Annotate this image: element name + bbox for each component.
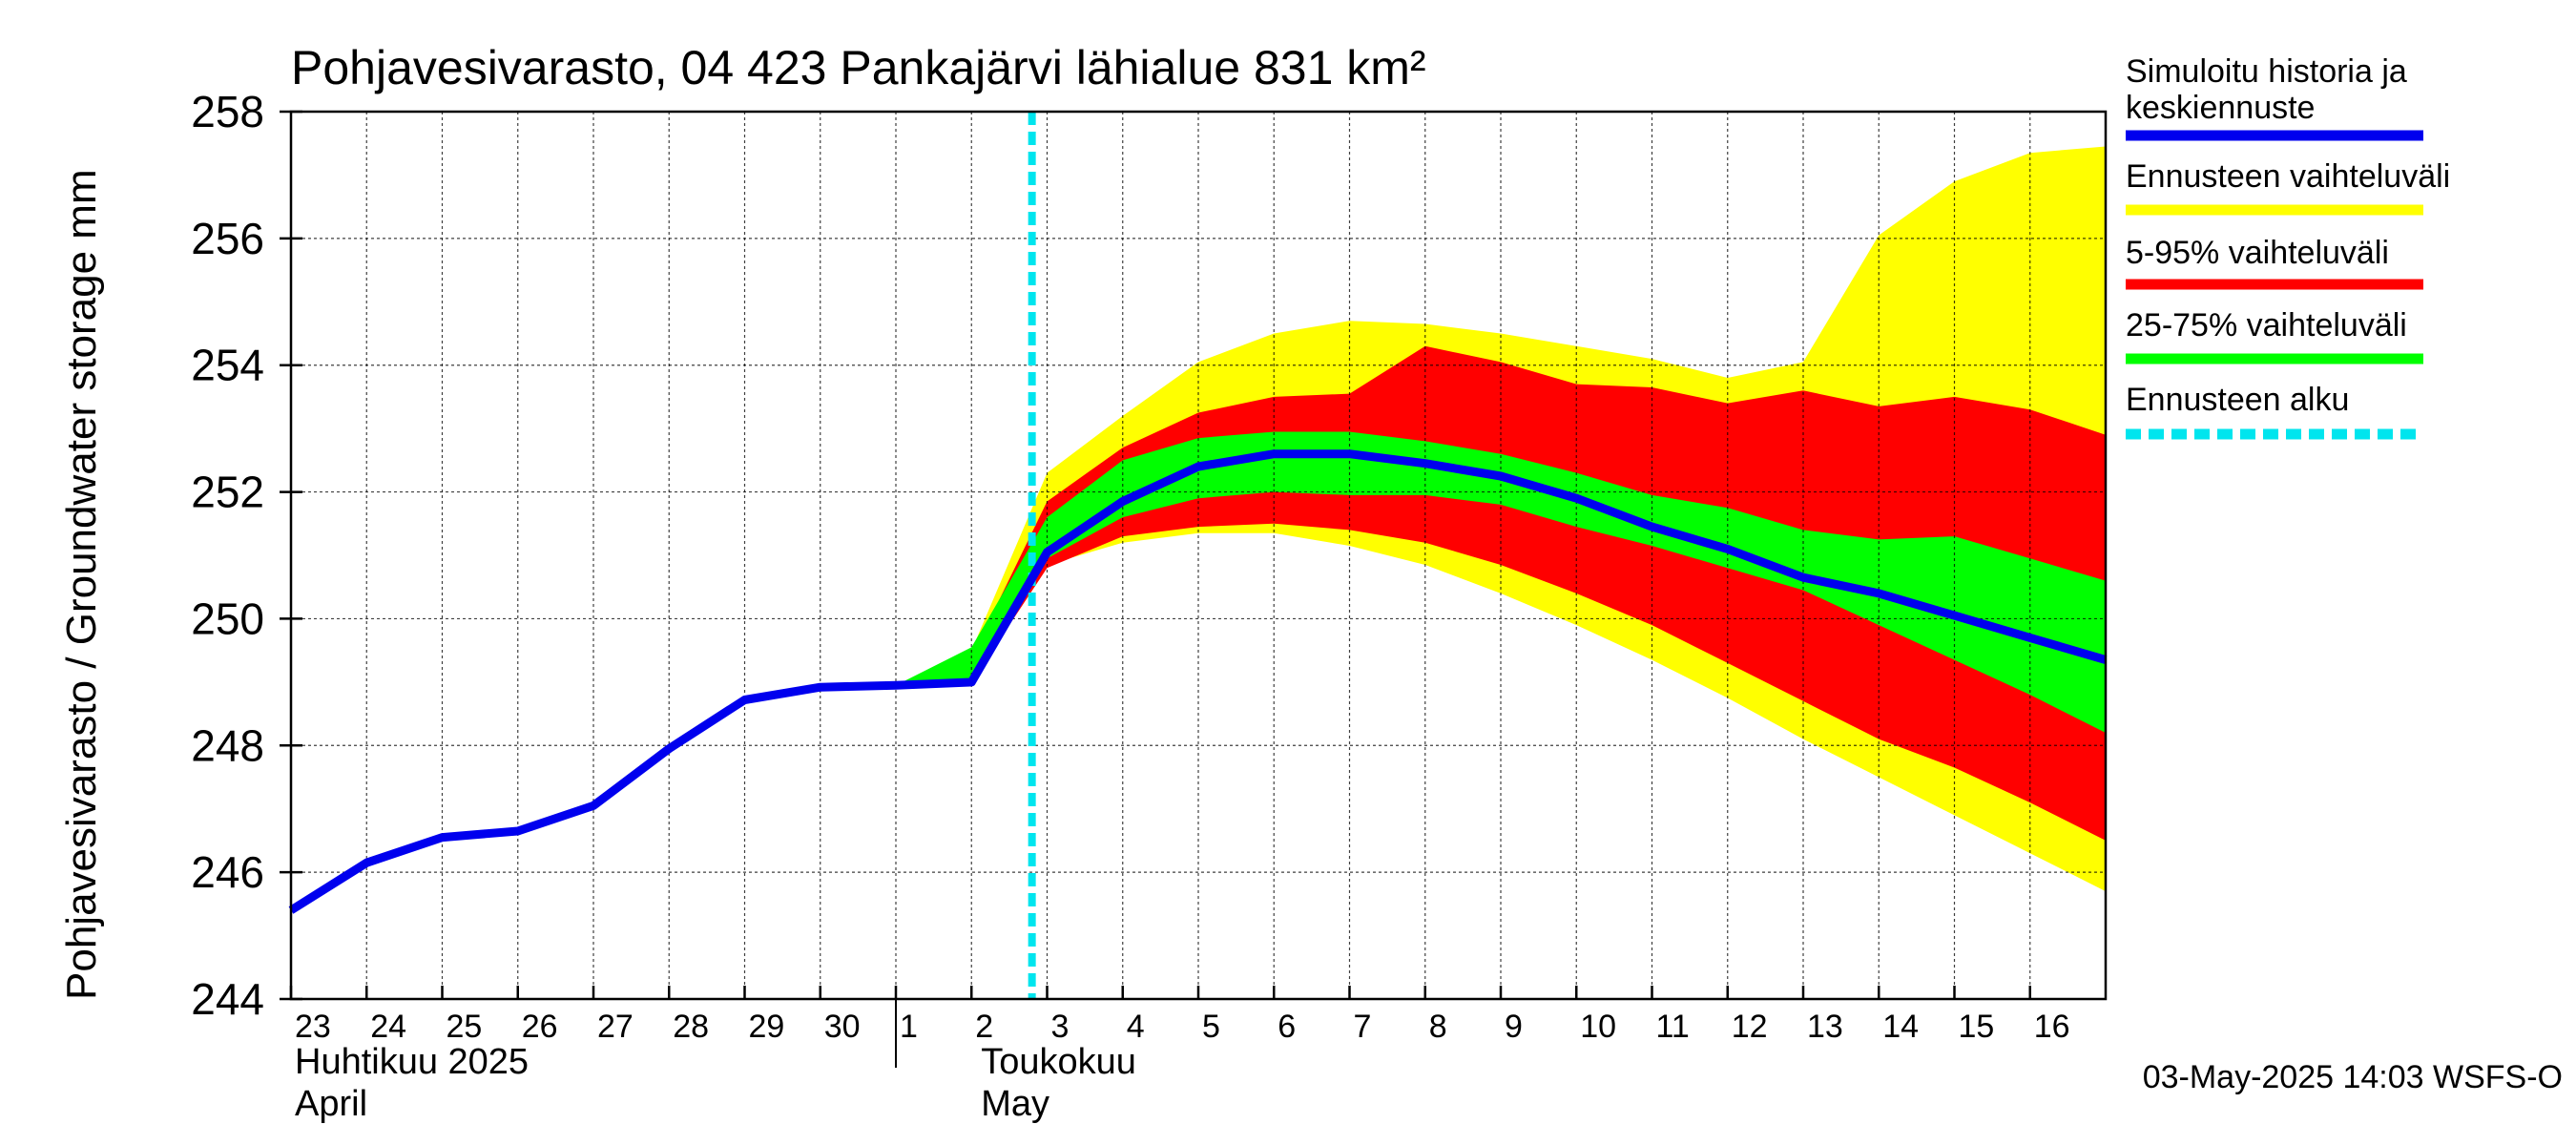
y-tick-label: 246: [191, 847, 264, 897]
x-tick-label: 23: [295, 1009, 331, 1045]
x-tick-label: 26: [522, 1009, 558, 1045]
y-tick-label: 254: [191, 341, 264, 390]
x-tick-label: 27: [597, 1009, 634, 1045]
y-tick-label: 248: [191, 720, 264, 770]
x-tick-label: 13: [1807, 1009, 1843, 1045]
x-tick-label: 11: [1656, 1009, 1690, 1045]
x-tick-label: 28: [673, 1009, 709, 1045]
x-tick-label: 14: [1882, 1009, 1919, 1045]
x-tick-label: 2: [975, 1009, 993, 1045]
y-tick-label: 252: [191, 468, 264, 517]
legend-label-line: keskiennuste: [2126, 90, 2315, 126]
x-tick-label: 6: [1278, 1009, 1296, 1045]
month-label-en: May: [981, 1084, 1049, 1124]
y-tick-label: 256: [191, 214, 264, 263]
legend-label-line: Simuloitu historia ja: [2126, 53, 2407, 90]
x-tick-label: 5: [1202, 1009, 1220, 1045]
legend-label: Simuloitu historia ja keskiennuste: [2126, 53, 2407, 126]
y-tick-label: 244: [191, 974, 264, 1024]
legend-label: Ennusteen vaihteluväli: [2126, 158, 2450, 195]
legend-label: Ennusteen alku: [2126, 382, 2349, 418]
legend-label: 25-75% vaihteluväli: [2126, 307, 2407, 344]
x-tick-label: 16: [2034, 1009, 2070, 1045]
x-tick-label: 29: [749, 1009, 785, 1045]
footer-timestamp: 03-May-2025 14:03 WSFS-O: [2143, 1059, 2563, 1095]
month-label-fi: Toukokuu: [981, 1042, 1136, 1082]
legend-label: 5-95% vaihteluväli: [2126, 235, 2389, 271]
x-tick-label: 8: [1429, 1009, 1447, 1045]
x-tick-label: 30: [824, 1009, 861, 1045]
x-tick-label: 7: [1354, 1009, 1372, 1045]
month-label-en: April: [295, 1084, 367, 1124]
y-tick-label: 250: [191, 593, 264, 643]
month-label-fi: Huhtikuu 2025: [295, 1042, 529, 1082]
x-tick-label: 9: [1505, 1009, 1523, 1045]
chart-title: Pohjavesivarasto, 04 423 Pankajärvi lähi…: [291, 41, 1426, 94]
y-tick-label: 258: [191, 87, 264, 136]
y-axis-label: Pohjavesivarasto / Groundwater storage m…: [58, 169, 105, 1000]
legend: Simuloitu historia ja keskiennuste Ennuste…: [2126, 53, 2450, 440]
x-tick-label: 10: [1580, 1009, 1616, 1045]
x-tick-label: 25: [447, 1009, 483, 1045]
x-tick-label: 3: [1051, 1009, 1070, 1045]
x-tick-label: 1: [900, 1009, 918, 1045]
x-tick-label: 12: [1732, 1009, 1768, 1045]
history-median-line: [288, 449, 2108, 914]
x-tick-label: 24: [370, 1009, 406, 1045]
x-tick-label: 15: [1959, 1009, 1995, 1045]
x-tick-label: 4: [1127, 1009, 1145, 1045]
